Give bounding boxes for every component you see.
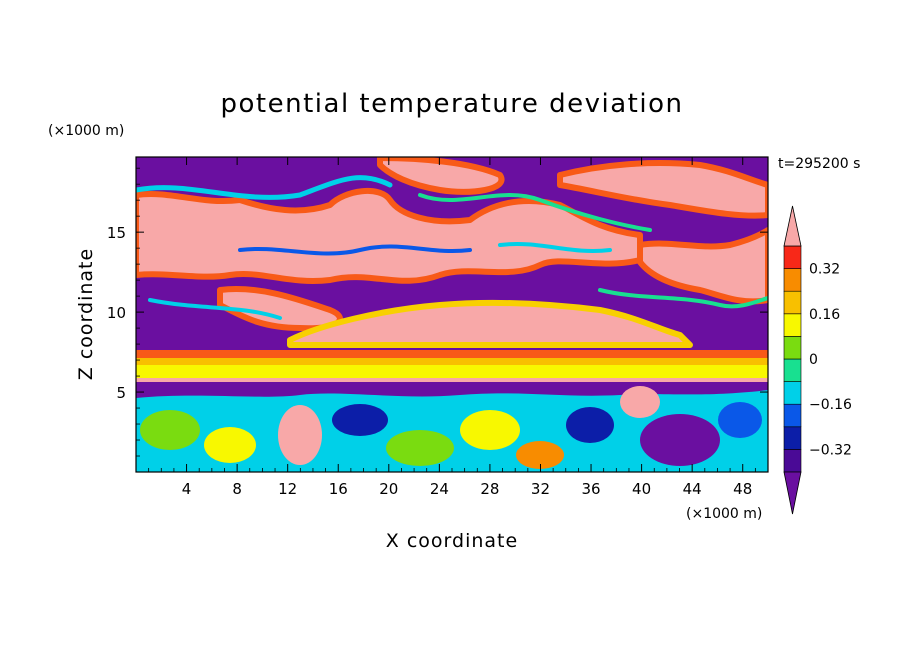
- y-unit-label: (×1000 m): [48, 123, 124, 139]
- time-label: t=295200 s: [778, 156, 860, 172]
- x-tick-label: 28: [480, 480, 499, 498]
- x-axis-label: X coordinate: [386, 530, 518, 552]
- x-tick-label: 4: [182, 480, 192, 498]
- colorbar-above-triangle: [783, 205, 802, 247]
- x-tick-label: 20: [379, 480, 398, 498]
- y-axis-label: Z coordinate: [75, 248, 97, 380]
- heatmap-field: [136, 157, 768, 472]
- colorbar-tick-label: 0: [809, 352, 818, 368]
- colorbar-tick-label: −0.16: [809, 397, 852, 413]
- colorbar-band: [783, 313, 802, 337]
- colorbar-band: [783, 290, 802, 315]
- y-axis-ticks: 5 10 15: [107, 167, 768, 457]
- colorbar-band: [783, 426, 802, 450]
- colorbar-tick-label: 0.32: [809, 262, 840, 278]
- y-tick-label: 15: [107, 224, 126, 242]
- x-tick-label: 12: [278, 480, 297, 498]
- mid-warm-layer-red: [136, 350, 768, 360]
- colorbar-band: [783, 403, 802, 428]
- colorbar: 0.32 0.16 0 −0.16 −0.32: [783, 205, 852, 515]
- mid-warm-layer-pink: [136, 378, 768, 382]
- colorbar-below-triangle: [783, 471, 802, 515]
- mid-warm-layer-yellow: [136, 365, 768, 380]
- x-tick-label: 48: [733, 480, 752, 498]
- x-unit-label: (×1000 m): [686, 506, 762, 522]
- colorbar-band: [783, 245, 802, 269]
- x-tick-label: 40: [632, 480, 651, 498]
- colorbar-band: [783, 381, 802, 405]
- upper-warm-regions: [136, 157, 768, 348]
- x-tick-label: 32: [531, 480, 550, 498]
- x-tick-label: 8: [232, 480, 242, 498]
- colorbar-band: [783, 336, 802, 360]
- x-axis-ticks: 4 8 12 16 20 24 28 32 36 40 44 48: [148, 157, 756, 498]
- x-tick-label: 44: [683, 480, 702, 498]
- chart-title: potential temperature deviation: [221, 89, 684, 119]
- x-tick-label: 36: [581, 480, 600, 498]
- y-tick-label: 5: [116, 384, 126, 402]
- x-tick-label: 16: [329, 480, 348, 498]
- colorbar-band: [783, 358, 802, 382]
- mid-warm-layer-orange: [136, 358, 768, 366]
- y-tick-label: 10: [107, 304, 126, 322]
- colorbar-band: [783, 449, 802, 473]
- colorbar-tick-label: −0.32: [809, 442, 852, 458]
- lower-blobs: [140, 386, 762, 469]
- x-tick-label: 24: [430, 480, 449, 498]
- colorbar-band: [783, 268, 802, 292]
- cool-filaments: [136, 175, 768, 320]
- colorbar-tick-label: 0.16: [809, 307, 840, 323]
